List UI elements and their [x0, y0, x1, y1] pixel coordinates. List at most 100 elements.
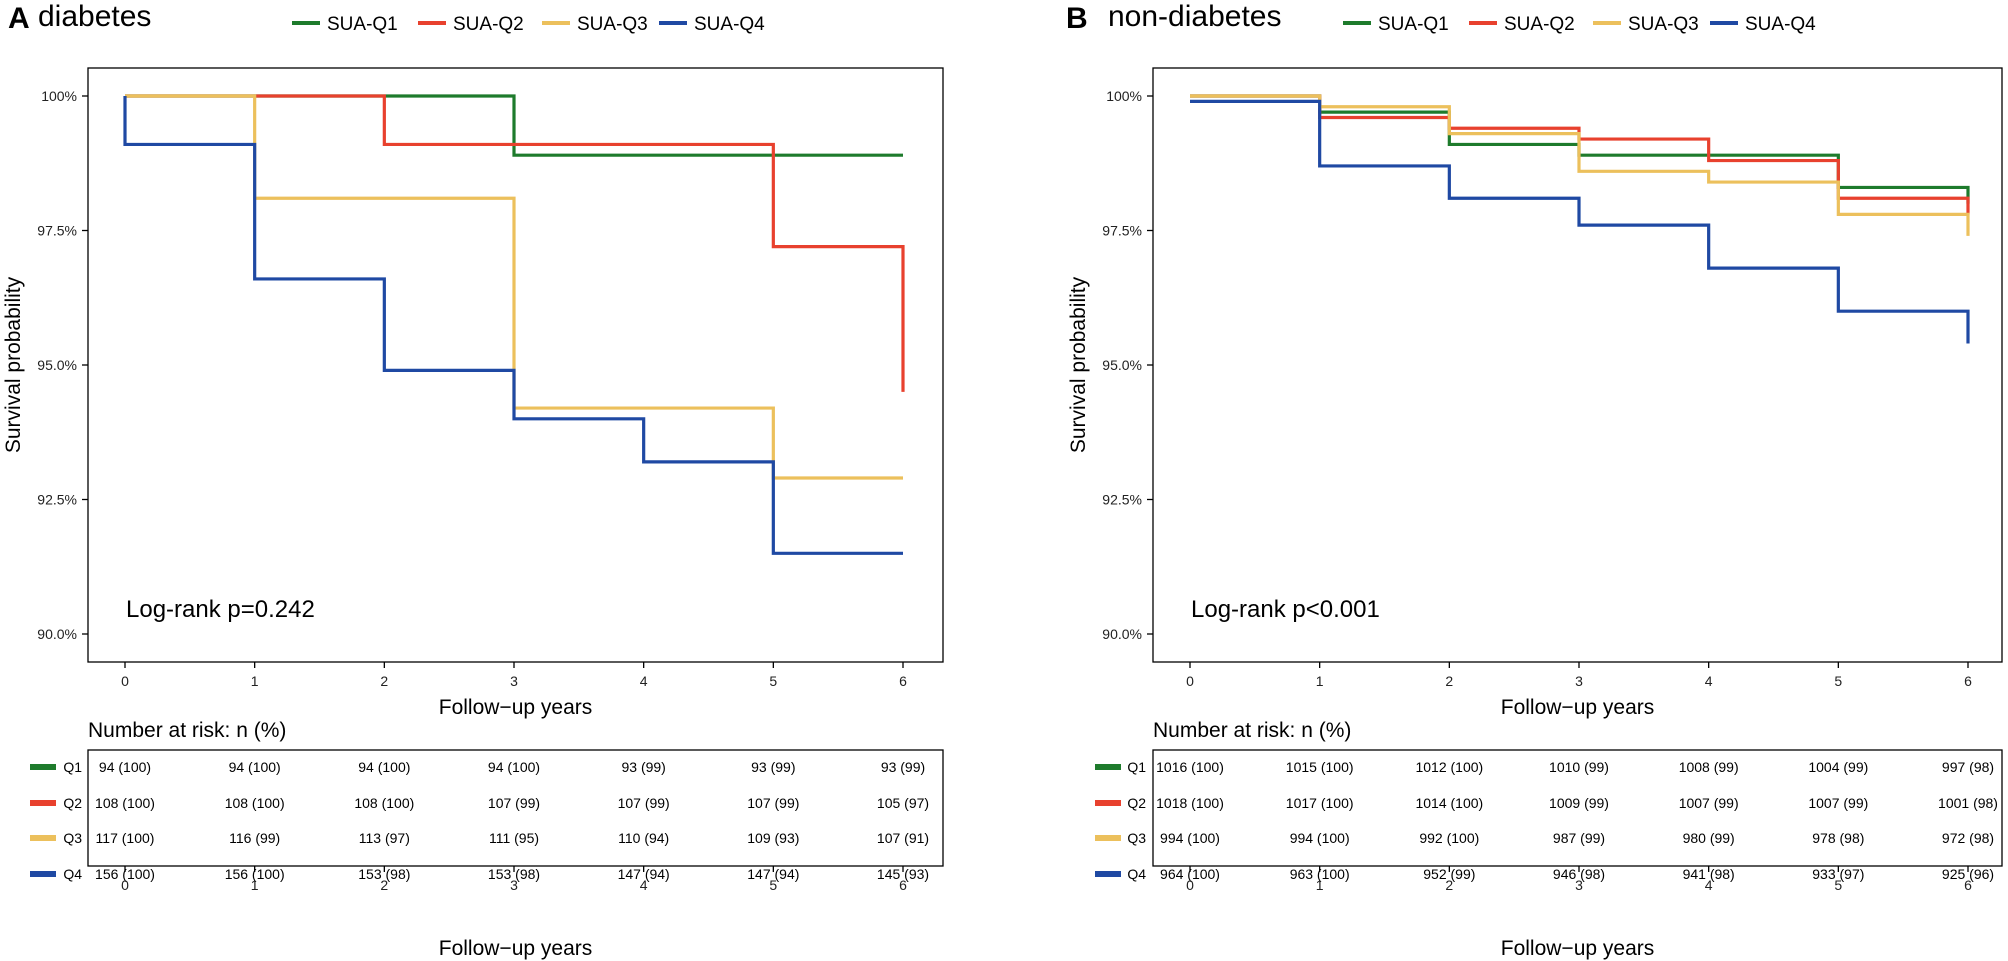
risk-cell: 987 (99) [1553, 830, 1605, 846]
risk-x-tick-label: 1 [1316, 877, 1324, 893]
risk-cell: 107 (91) [877, 830, 929, 846]
risk-cell: 997 (98) [1942, 759, 1994, 775]
x-axis-label: Follow−up years [1501, 696, 1655, 719]
legend-label-Q4: SUA-Q4 [1745, 14, 1816, 35]
risk-cell: 117 (100) [96, 830, 155, 846]
risk-cell: 1017 (100) [1286, 795, 1354, 811]
risk-row-swatch [1095, 871, 1121, 877]
risk-row-label: Q2 [1127, 795, 1146, 811]
risk-x-tick-label: 3 [510, 877, 518, 893]
y-tick-label: 100% [1106, 88, 1142, 104]
risk-table-frame [1152, 749, 2003, 867]
legend-label-Q1: SUA-Q1 [1378, 14, 1449, 35]
risk-cell: 108 (100) [95, 795, 155, 811]
panel-letter: A [8, 2, 30, 35]
risk-row-Q4: Q4 156 (100) 156 (100) 153 (98) 153 (98) 147 … [30, 866, 929, 882]
x-axis-label: Follow−up years [439, 696, 593, 719]
risk-cell: 94 (100) [229, 759, 281, 775]
x-tick-label: 4 [1705, 673, 1713, 689]
risk-cell: 1012 (100) [1415, 759, 1483, 775]
x-tick-label: 1 [251, 673, 259, 689]
x-tick-label: 6 [1964, 673, 1972, 689]
risk-cell: 145 (93) [877, 866, 929, 882]
risk-cell: 1014 (100) [1415, 795, 1483, 811]
risk-cell: 1007 (99) [1808, 795, 1868, 811]
risk-x-tick-label: 4 [1705, 877, 1713, 893]
risk-row-label: Q4 [63, 866, 82, 882]
risk-cell: 147 (94) [747, 866, 799, 882]
risk-x-axis-label: Follow−up years [1501, 937, 1655, 960]
risk-x-tick-label: 0 [1186, 877, 1194, 893]
risk-cell: 963 (100) [1290, 866, 1350, 882]
legend-label-Q3: SUA-Q3 [577, 14, 648, 35]
x-tick-label: 3 [1575, 673, 1583, 689]
risk-cell: 1015 (100) [1286, 759, 1354, 775]
risk-cell: 107 (99) [488, 795, 540, 811]
risk-cell: 113 (97) [359, 830, 410, 846]
risk-row-swatch [30, 871, 56, 877]
y-tick-label: 97.5% [37, 223, 77, 239]
risk-x-tick-label: 6 [1964, 877, 1972, 893]
panel-title: diabetes [38, 0, 151, 33]
risk-table: Number at risk: n (%) Q1 1016 (100) 1015 (1… [1095, 719, 2003, 960]
risk-x-axis-label: Follow−up years [439, 937, 593, 960]
risk-row-Q4: Q4 964 (100) 963 (100) 952 (99) 946 (98) 941 … [1095, 866, 1994, 882]
curve-Q4 [123, 96, 903, 555]
risk-row-swatch [30, 764, 56, 770]
risk-x-tick-label: 3 [1575, 877, 1583, 893]
risk-cell: 153 (98) [358, 866, 410, 882]
y-axis-label: Survival probability [1067, 276, 1090, 453]
log-rank-annotation: Log-rank p=0.242 [126, 596, 315, 623]
risk-cell: 111 (95) [489, 830, 539, 846]
x-tick-label: 6 [899, 673, 907, 689]
x-tick-label: 5 [769, 673, 777, 689]
risk-cell: 1007 (99) [1679, 795, 1739, 811]
y-tick-label: 90.0% [1102, 626, 1142, 642]
risk-cell: 93 (99) [751, 759, 795, 775]
risk-table-title: Number at risk: n (%) [88, 719, 286, 742]
risk-row-swatch [30, 800, 56, 806]
risk-x-tick-label: 4 [640, 877, 648, 893]
risk-cell: 1010 (99) [1549, 759, 1609, 775]
risk-cell: 93 (99) [621, 759, 665, 775]
legend-label-Q4: SUA-Q4 [694, 14, 765, 35]
risk-cell: 107 (99) [747, 795, 799, 811]
x-tick-label: 3 [510, 673, 518, 689]
x-tick-label: 4 [640, 673, 648, 689]
risk-row-Q3: Q3 117 (100) 116 (99) 113 (97) 111 (95) 110 (… [30, 830, 929, 846]
risk-row-label: Q2 [63, 795, 82, 811]
legend-label-Q1: SUA-Q1 [327, 14, 398, 35]
risk-cell: 1001 (98) [1938, 795, 1998, 811]
legend-label-Q3: SUA-Q3 [1628, 14, 1699, 35]
risk-cell: 994 (100) [1160, 830, 1220, 846]
curve-Q4 [1190, 99, 1970, 344]
risk-cell: 94 (100) [358, 759, 410, 775]
risk-x-tick-label: 2 [1445, 877, 1453, 893]
curve-Q1 [125, 94, 903, 157]
risk-cell: 105 (97) [877, 795, 929, 811]
risk-cell: 964 (100) [1160, 866, 1220, 882]
risk-row-Q1: Q1 1016 (100) 1015 (100) 1012 (100) 1010 (99… [1095, 759, 1994, 775]
risk-cell: 107 (99) [618, 795, 670, 811]
risk-table-title: Number at risk: n (%) [1153, 719, 1351, 742]
legend-label-Q2: SUA-Q2 [1504, 14, 1575, 35]
risk-cell: 980 (99) [1683, 830, 1735, 846]
y-tick-label: 95.0% [37, 357, 77, 373]
legend-label-Q2: SUA-Q2 [453, 14, 524, 35]
x-tick-label: 2 [1445, 673, 1453, 689]
x-tick-label: 1 [1316, 673, 1324, 689]
risk-cell: 1016 (100) [1156, 759, 1224, 775]
risk-row-Q1: Q1 94 (100) 94 (100) 94 (100) 94 (100) 93 (99… [30, 759, 925, 775]
y-tick-label: 92.5% [1102, 492, 1142, 508]
risk-cell: 972 (98) [1942, 830, 1994, 846]
risk-row-label: Q1 [1127, 759, 1146, 775]
risk-row-swatch [30, 835, 56, 841]
y-tick-label: 95.0% [1102, 357, 1142, 373]
risk-cell: 978 (98) [1812, 830, 1864, 846]
risk-row-swatch [1095, 800, 1121, 806]
risk-cell: 94 (100) [488, 759, 540, 775]
risk-cell: 925 (96) [1942, 866, 1994, 882]
risk-cell: 108 (100) [354, 795, 414, 811]
